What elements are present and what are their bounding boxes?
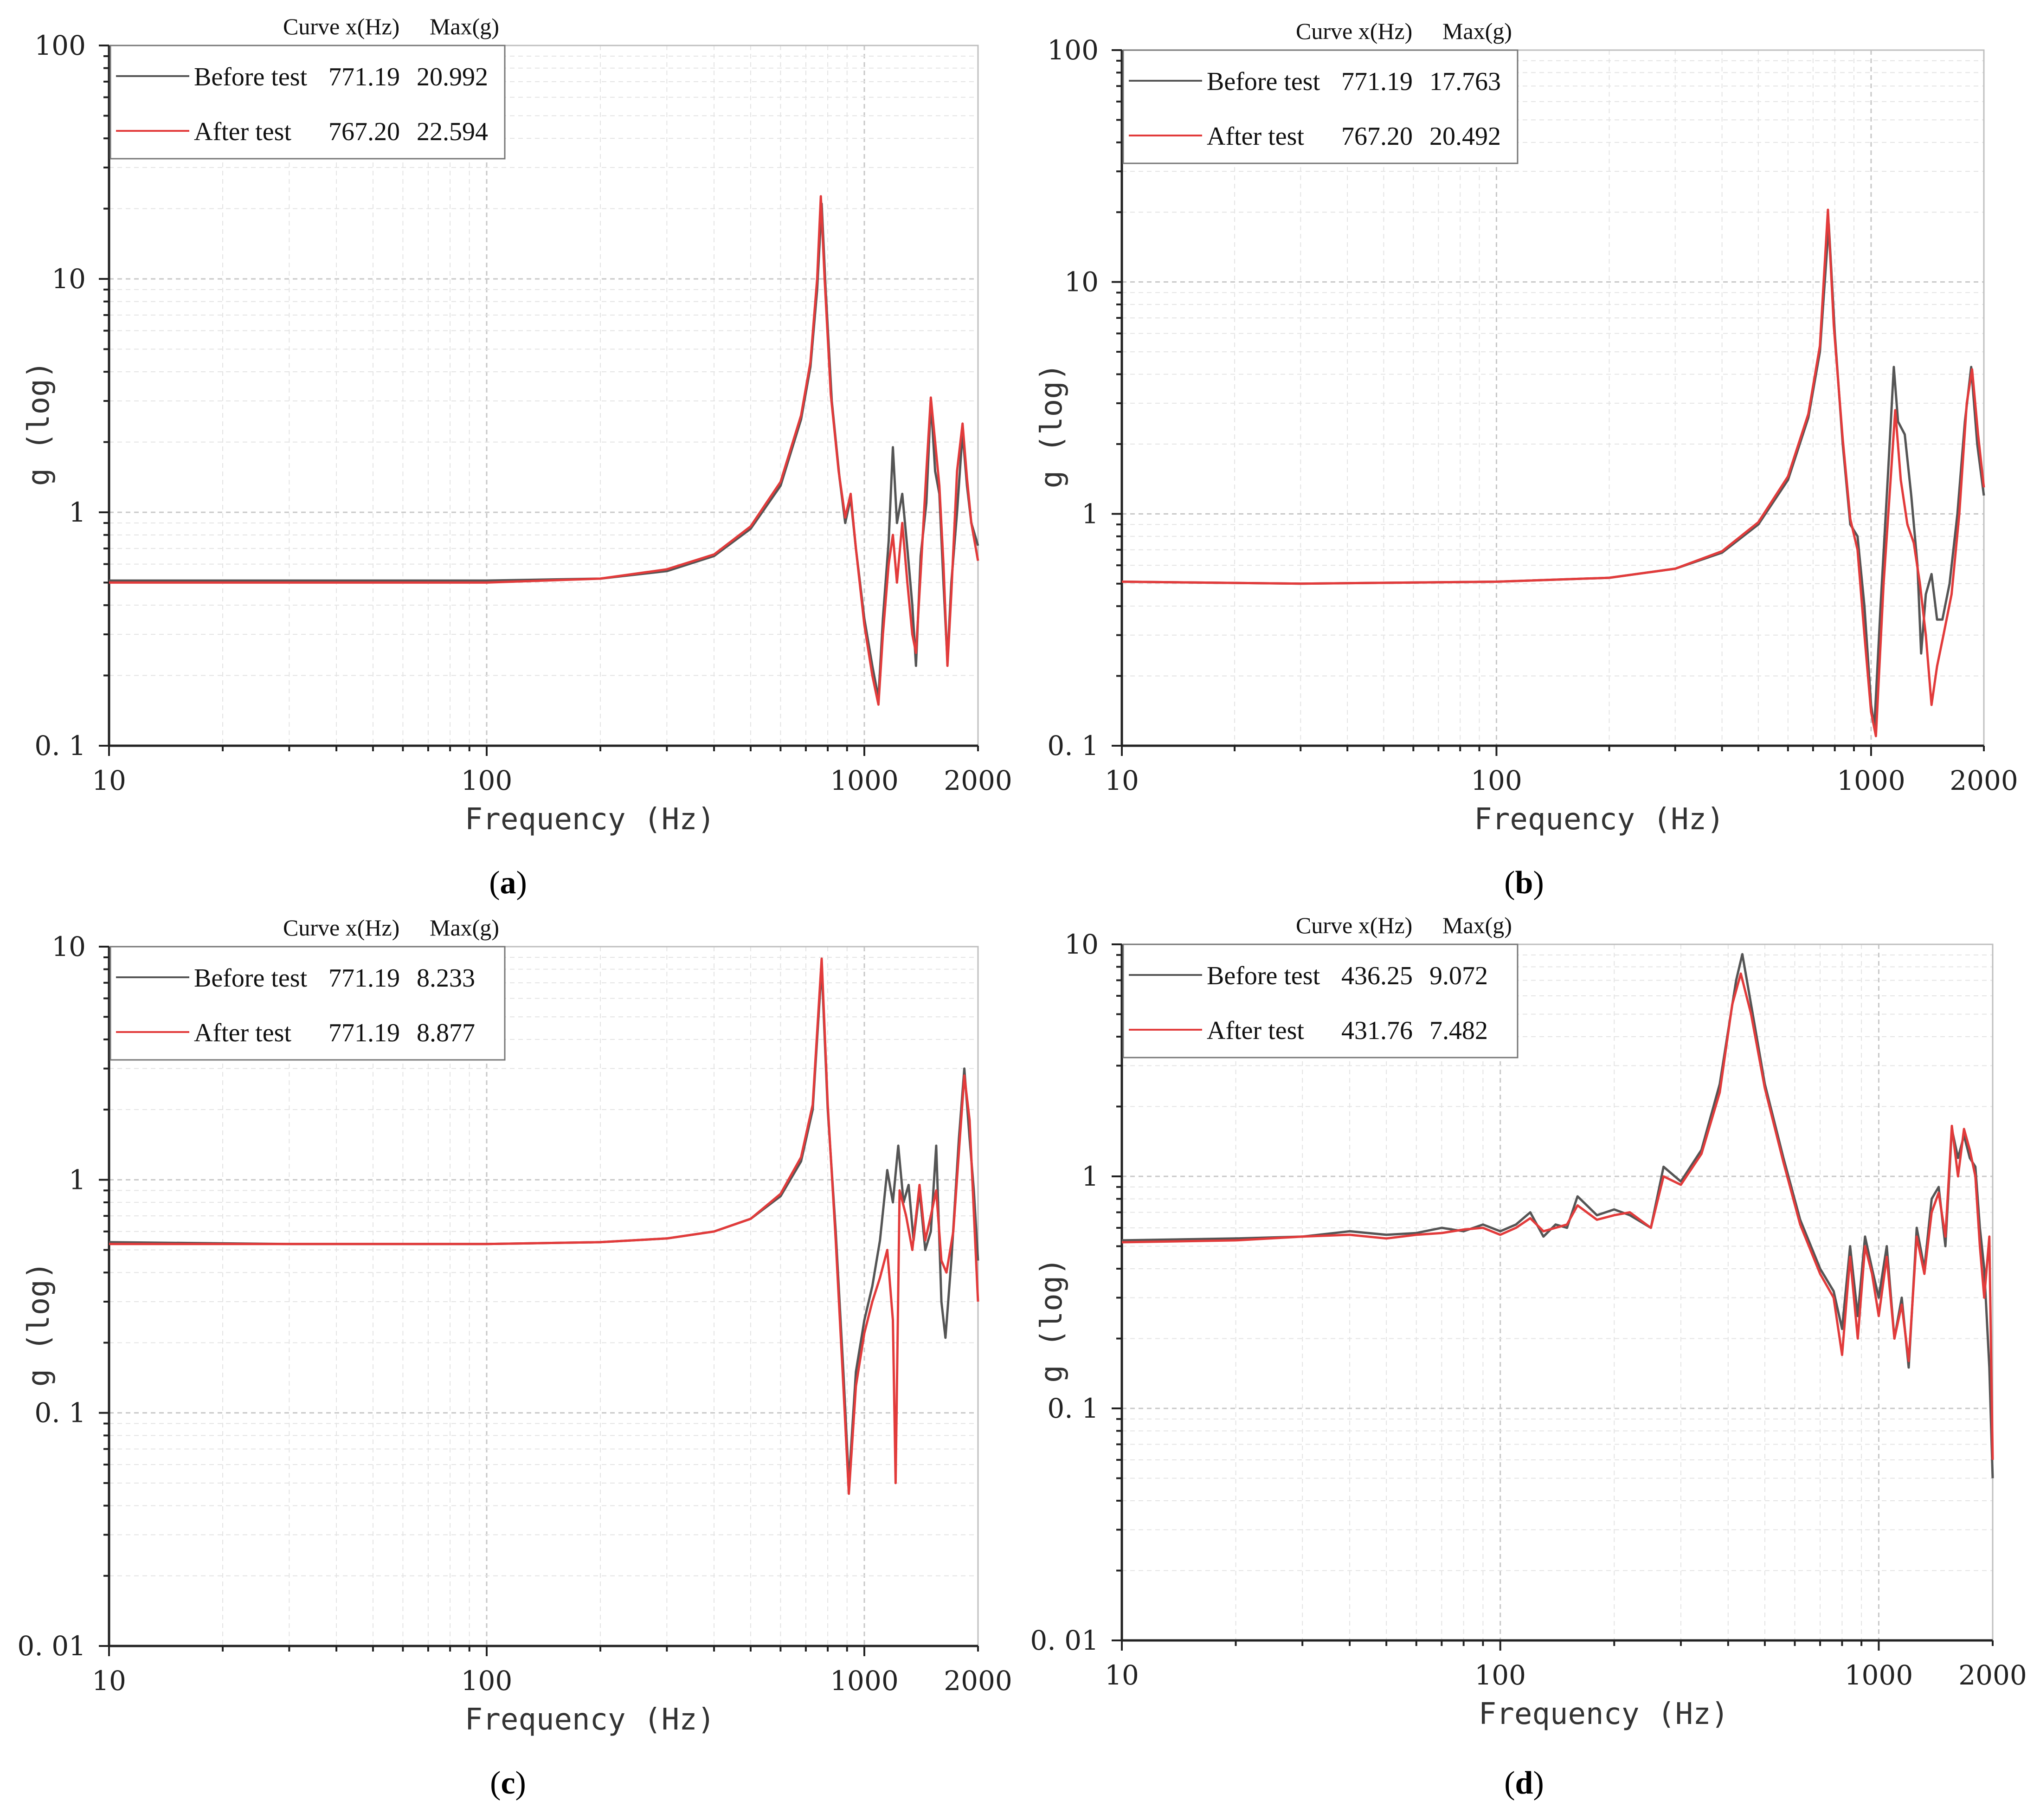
legend-entry-max: 8.233 <box>417 964 475 993</box>
legend-entry-max: 20.492 <box>1429 122 1501 151</box>
x-tick-label: 100 <box>461 1665 513 1697</box>
legend-header-max: Max(g) <box>1442 912 1512 938</box>
x-tick-label: 10 <box>1105 1659 1139 1691</box>
x-tick-label: 2000 <box>944 1665 1012 1697</box>
legend-header-max: Max(g) <box>1442 18 1512 44</box>
legend: Curve x(Hz) Max(g) Before test 771.19 20.992… <box>109 13 506 160</box>
chart-panel-b: 10 100 1000 2000 0. 1 1 10 100 Frequency (Hz) g (… <box>1035 18 2018 901</box>
legend-entry-x: 767.20 <box>328 117 400 146</box>
y-tick-label: 0. 1 <box>34 1397 86 1429</box>
x-tick-label: 1000 <box>830 765 899 796</box>
x-tick-label: 100 <box>1471 765 1522 796</box>
y-tick-label: 0. 1 <box>1047 730 1099 762</box>
y-tick-label: 10 <box>51 931 86 962</box>
legend: Curve x(Hz) Max(g) Before test 771.19 8.233 A… <box>109 915 506 1061</box>
y-tick-label: 1 <box>1081 498 1099 529</box>
x-axis-title: Frequency (Hz) <box>1474 802 1724 837</box>
y-tick-label: 100 <box>34 30 86 61</box>
x-tick-label: 10 <box>1105 765 1139 796</box>
panel-caption: (c) <box>490 1765 526 1801</box>
x-tick-label: 1000 <box>830 1665 899 1697</box>
y-axis-title: g (log) <box>22 361 56 486</box>
legend: Curve x(Hz) Max(g) Before test 436.25 9.072 A… <box>1122 912 1519 1058</box>
legend-box <box>109 45 506 160</box>
y-tick-label: 1 <box>69 497 86 528</box>
series-line-before-test <box>109 202 979 699</box>
legend-header-x: Curve x(Hz) <box>1296 18 1412 44</box>
legend: Curve x(Hz) Max(g) Before test 771.19 17.763… <box>1122 18 1519 164</box>
legend-entry-max: 7.482 <box>1429 1016 1488 1045</box>
chart-panel-d: 10 100 1000 2000 0. 01 0. 1 1 10 Frequency (Hz) g… <box>1030 912 2027 1801</box>
x-tick-label: 1000 <box>1837 765 1905 796</box>
y-tick-label: 0. 01 <box>1030 1625 1099 1656</box>
y-tick-label: 1 <box>1081 1161 1099 1192</box>
panel-caption: (d) <box>1504 1765 1544 1801</box>
legend-header-x: Curve x(Hz) <box>283 13 399 39</box>
legend-entry-name: After test <box>1207 122 1304 151</box>
legend-entry-x: 436.25 <box>1341 962 1413 990</box>
grid <box>1121 50 1984 747</box>
panel-caption: (b) <box>1504 865 1544 901</box>
legend-entry-x: 771.19 <box>328 964 400 993</box>
legend-entry-x: 767.20 <box>1341 122 1413 151</box>
y-tick-label: 100 <box>1047 34 1099 66</box>
legend-entry-max: 17.763 <box>1429 67 1501 96</box>
legend-entry-x: 771.19 <box>328 1019 400 1047</box>
x-tick-label: 1000 <box>1845 1659 1913 1691</box>
x-axis-title: Frequency (Hz) <box>465 802 715 837</box>
y-tick-label: 10 <box>51 263 86 295</box>
legend-entry-max: 20.992 <box>417 63 488 91</box>
y-tick-label: 0. 1 <box>1047 1393 1099 1424</box>
series-line-before-test <box>1121 223 1985 729</box>
y-tick-label: 1 <box>69 1164 86 1195</box>
legend-entry-max: 22.594 <box>417 117 488 146</box>
x-axis-title: Frequency (Hz) <box>465 1703 715 1737</box>
y-axis-title: g (log) <box>22 1262 56 1387</box>
legend-entry-name: After test <box>1207 1016 1304 1045</box>
legend-header-x: Curve x(Hz) <box>283 915 399 941</box>
legend-entry-x: 431.76 <box>1341 1016 1413 1045</box>
legend-box <box>1122 49 1519 164</box>
legend-box <box>1122 943 1519 1058</box>
y-tick-label: 0. 01 <box>17 1630 86 1662</box>
y-axis-title: g (log) <box>1035 363 1069 489</box>
legend-entry-x: 771.19 <box>1341 67 1413 96</box>
legend-entry-name: Before test <box>194 63 308 91</box>
legend-box <box>109 946 506 1061</box>
x-tick-label: 10 <box>92 765 126 796</box>
panel-caption: (a) <box>489 865 527 901</box>
legend-header-max: Max(g) <box>430 915 499 941</box>
series-line-after-test <box>1121 208 1985 737</box>
series-line-after-test <box>1121 972 1994 1460</box>
legend-entry-name: After test <box>194 117 291 146</box>
x-axis-title: Frequency (Hz) <box>1479 1697 1729 1731</box>
y-tick-label: 10 <box>1064 266 1099 298</box>
x-tick-label: 2000 <box>944 765 1012 796</box>
series-line-after-test <box>109 195 979 706</box>
y-tick-label: 10 <box>1064 929 1099 960</box>
legend-entry-max: 8.877 <box>417 1019 475 1047</box>
y-tick-label: 0. 1 <box>34 730 86 762</box>
y-axis-title: g (log) <box>1035 1258 1069 1383</box>
chart-panel-a: 10 100 1000 2000 0. 1 1 10 100 Frequency (Hz) g (… <box>22 13 1012 901</box>
legend-entry-name: Before test <box>194 964 308 993</box>
legend-entry-name: Before test <box>1207 67 1320 96</box>
x-tick-label: 100 <box>1474 1659 1526 1691</box>
legend-entry-name: After test <box>194 1019 291 1047</box>
legend-entry-max: 9.072 <box>1429 962 1488 990</box>
series-line-after-test <box>109 957 979 1495</box>
legend-header-x: Curve x(Hz) <box>1296 912 1412 938</box>
chart-panel-c: 10 100 1000 2000 0. 01 0. 1 1 10 Frequency (Hz) g… <box>17 915 1012 1801</box>
x-tick-label: 10 <box>92 1665 126 1697</box>
x-tick-label: 2000 <box>1958 1659 2027 1691</box>
legend-entry-name: Before test <box>1207 962 1320 990</box>
x-tick-label: 2000 <box>1950 765 2018 796</box>
x-tick-label: 100 <box>461 765 513 796</box>
legend-header-max: Max(g) <box>430 13 499 39</box>
legend-entry-x: 771.19 <box>328 63 400 91</box>
